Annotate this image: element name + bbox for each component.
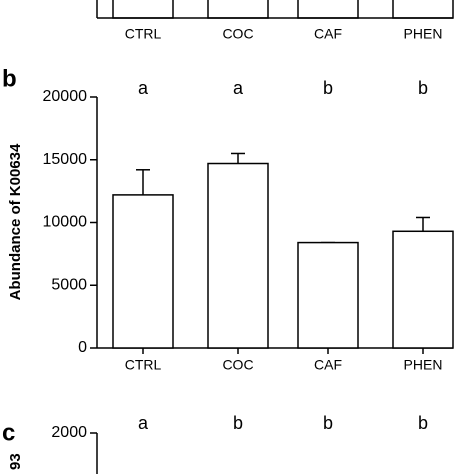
y-tick-label: 5000 (51, 276, 87, 293)
significance-letter: a (138, 78, 149, 98)
y-tick-label: 10000 (43, 214, 88, 231)
x-tick-label: CAF (314, 357, 342, 373)
x-tick-label: CTRL (125, 26, 162, 42)
x-tick-label: COC (222, 26, 253, 42)
panel-label: b (2, 65, 17, 92)
bar (392, 230, 454, 349)
significance-letter: a (233, 78, 244, 98)
x-tick-label: CAF (314, 26, 342, 42)
bar (297, 241, 359, 349)
x-tick-label: PHEN (404, 26, 443, 42)
bar (207, 162, 269, 349)
significance-letter: a (138, 413, 149, 433)
x-tick-label: PHEN (404, 357, 443, 373)
y-axis-label: Abundance of K00634 (7, 143, 24, 300)
y-axis-label: 93 (7, 453, 24, 470)
bar (112, 194, 174, 349)
y-tick-label: 2000 (51, 424, 87, 441)
x-tick-label: CTRL (125, 357, 162, 373)
significance-letter: b (233, 413, 243, 433)
significance-letter: b (418, 78, 428, 98)
panel-label: c (2, 419, 15, 446)
y-tick-label: 0 (78, 339, 87, 356)
significance-letter: b (323, 413, 333, 433)
y-tick-label: 20000 (43, 88, 88, 105)
top-panel-frame (96, 0, 454, 19)
significance-letter: b (418, 413, 428, 433)
significance-letter: b (323, 78, 333, 98)
y-tick-label: 15000 (43, 151, 88, 168)
x-tick-label: COC (222, 357, 253, 373)
